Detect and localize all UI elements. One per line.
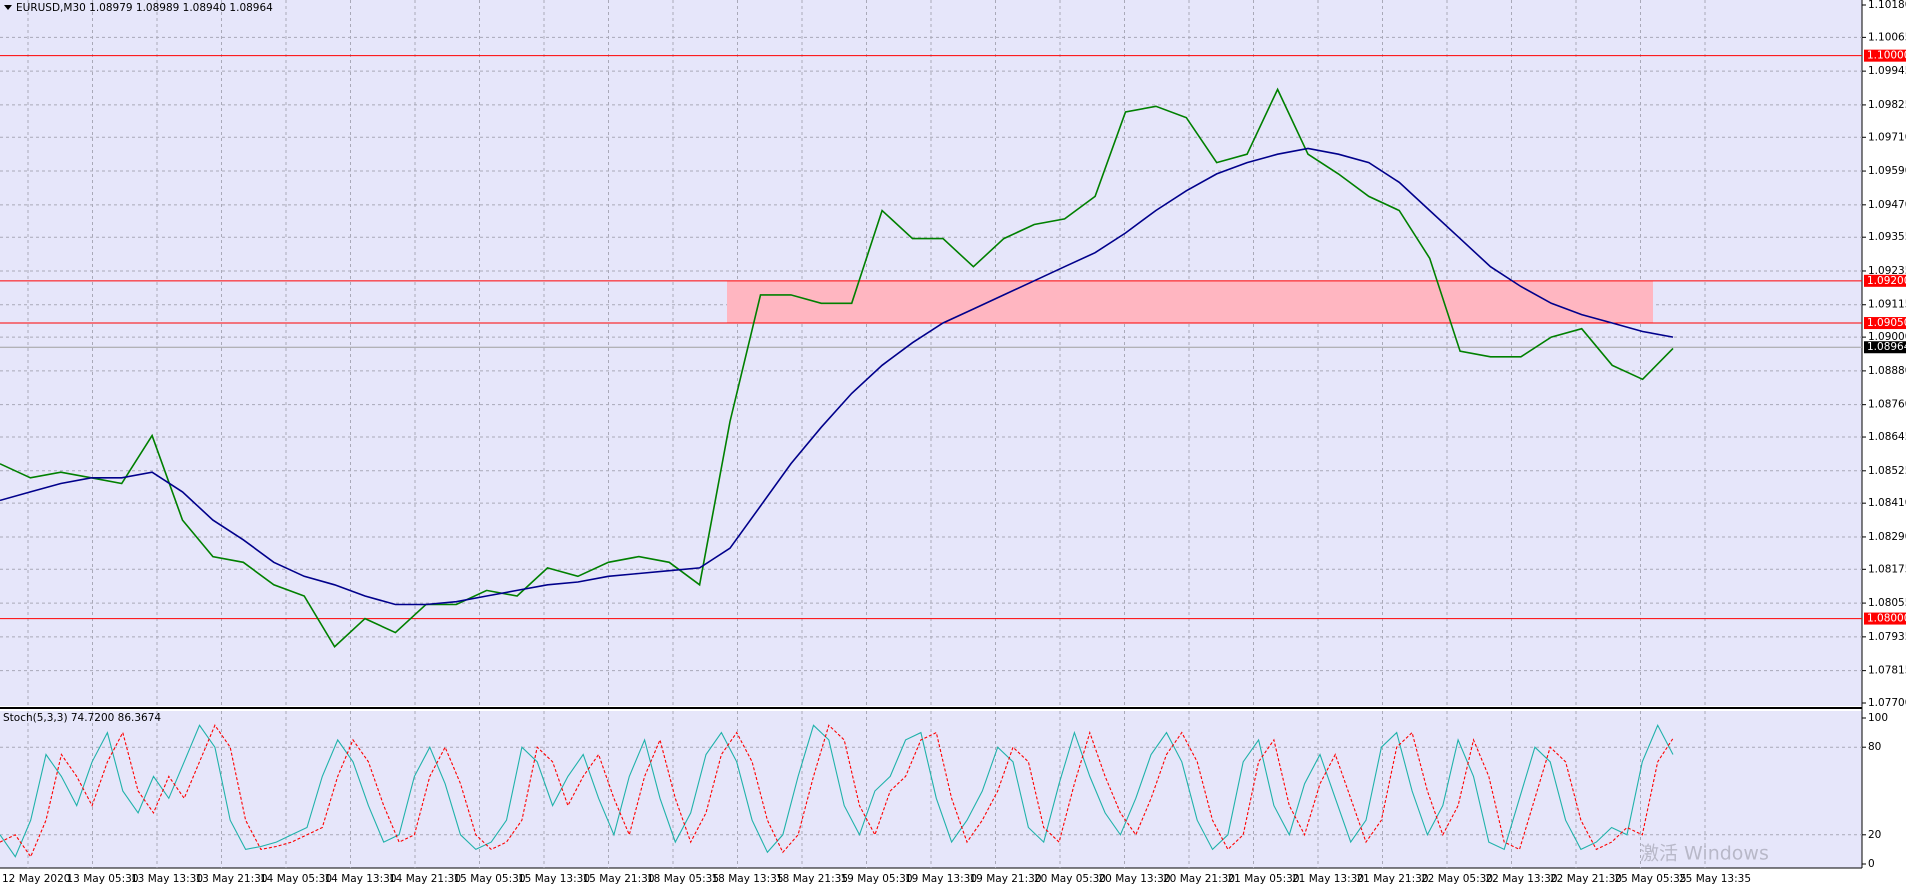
y-tick-label: 1.09470 — [1868, 199, 1906, 211]
time-label: 25 May 13:35 — [1679, 873, 1751, 885]
time-label: 19 May 13:30 — [905, 873, 977, 885]
time-label: 15 May 21:30 — [583, 873, 655, 885]
time-label: 18 May 05:35 — [647, 873, 719, 885]
time-label: 21 May 05:30 — [1228, 873, 1300, 885]
y-tick-label: 100 — [1868, 712, 1888, 724]
time-label: 15 May 05:30 — [454, 873, 526, 885]
time-label: 21 May 13:30 — [1292, 873, 1364, 885]
y-tick-label: 1.08055 — [1868, 597, 1906, 609]
time-label: 19 May 05:30 — [841, 873, 913, 885]
y-tick-label: 80 — [1868, 741, 1881, 753]
time-label: 25 May 05:35 — [1615, 873, 1687, 885]
y-tick-label: 1.09235 — [1868, 265, 1906, 277]
time-label: 18 May 13:35 — [712, 873, 784, 885]
y-tick-label: 1.09710 — [1868, 131, 1906, 143]
y-tick-label: 20 — [1868, 829, 1881, 841]
watermark: 激活 Windows — [1640, 843, 1769, 865]
y-tick-label: 1.08880 — [1868, 365, 1906, 377]
time-label: 22 May 21:30 — [1550, 873, 1622, 885]
y-tick-label: 1.09825 — [1868, 99, 1906, 111]
time-label: 13 May 13:30 — [131, 873, 203, 885]
series-line — [0, 724, 1674, 858]
y-tick-label: 1.08760 — [1868, 399, 1906, 411]
time-label: 20 May 05:30 — [1034, 873, 1106, 885]
y-tick-label: 1.08290 — [1868, 531, 1906, 543]
level-label: 1.09050 — [1867, 317, 1906, 329]
series-line — [0, 724, 1674, 858]
time-label: 21 May 21:30 — [1357, 873, 1429, 885]
series-line — [0, 87, 1674, 648]
y-tick-label: 1.09590 — [1868, 165, 1906, 177]
time-label: 14 May 13:30 — [325, 873, 397, 885]
y-tick-label: 1.08175 — [1868, 563, 1906, 575]
level-label: 1.09200 — [1867, 275, 1906, 287]
time-label: 20 May 21:30 — [1163, 873, 1235, 885]
zone — [727, 280, 1653, 324]
marks-layer — [0, 55, 1862, 858]
time-label: 22 May 13:30 — [1486, 873, 1558, 885]
time-label: 13 May 21:30 — [196, 873, 268, 885]
time-label: 13 May 05:30 — [67, 873, 139, 885]
stoch-info: Stoch(5,3,3) 74.7200 86.3674 — [3, 712, 161, 724]
y-tick-label: 0 — [1868, 858, 1875, 870]
level-label-box — [1864, 317, 1906, 330]
y-tick-label: 1.08645 — [1868, 431, 1906, 443]
time-label: 12 May 2020 — [2, 873, 70, 885]
current-price-box — [1864, 341, 1906, 354]
y-tick-label: 1.09945 — [1868, 65, 1906, 77]
y-tick-label: 1.08525 — [1868, 465, 1906, 477]
symbol-info: EURUSD,M30 1.08979 1.08989 1.08940 1.089… — [16, 2, 273, 14]
time-label: 19 May 21:30 — [970, 873, 1042, 885]
time-label: 14 May 21:30 — [389, 873, 461, 885]
time-label: 18 May 21:35 — [776, 873, 848, 885]
y-tick-label: 1.08410 — [1868, 497, 1906, 509]
level-label-box — [1864, 612, 1906, 625]
level-label-box — [1864, 49, 1906, 62]
y-tick-label: 1.09000 — [1868, 331, 1906, 343]
level-label-box — [1864, 274, 1906, 287]
time-label: 22 May 05:30 — [1421, 873, 1493, 885]
time-label: 20 May 13:30 — [1099, 873, 1171, 885]
current-price-label: 1.08964 — [1867, 341, 1906, 353]
symbol-arrow — [4, 5, 12, 10]
y-tick-label: 1.07815 — [1868, 665, 1906, 677]
y-tick-label: 1.07935 — [1868, 631, 1906, 643]
time-label: 15 May 13:30 — [518, 873, 590, 885]
y-tick-label: 1.09115 — [1868, 299, 1906, 311]
series-line — [0, 147, 1674, 606]
y-tick-label: 1.10065 — [1868, 31, 1906, 43]
level-label: 1.08000 — [1867, 613, 1906, 625]
time-label: 14 May 05:30 — [260, 873, 332, 885]
y-tick-label: 1.09355 — [1868, 231, 1906, 243]
level-label: 1.10000 — [1867, 50, 1906, 62]
y-tick-label: 1.10180 — [1868, 0, 1906, 11]
y-tick-label: 1.07700 — [1868, 697, 1906, 709]
